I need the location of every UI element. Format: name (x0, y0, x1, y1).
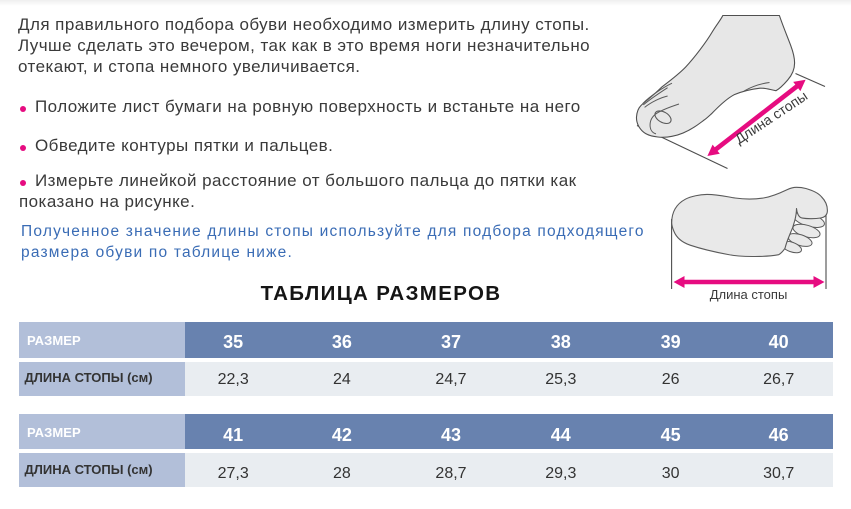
svg-text:Длина стопы: Длина стопы (732, 88, 811, 147)
svg-text:Длина стопы: Длина стопы (710, 287, 788, 302)
